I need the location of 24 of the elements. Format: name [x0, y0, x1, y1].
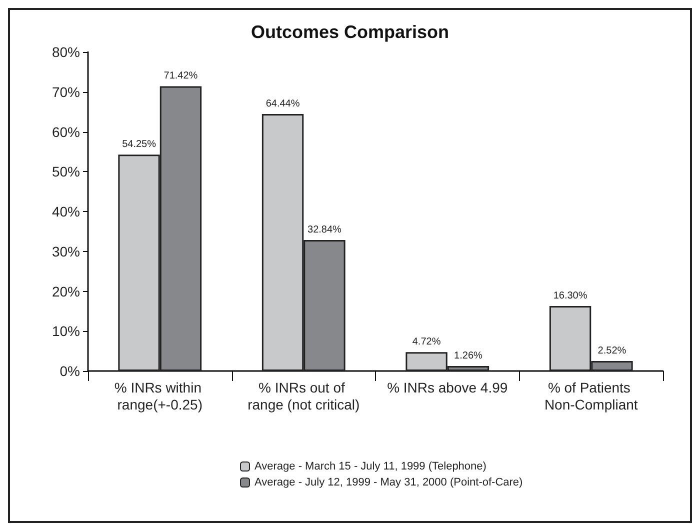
y-tick-label: 0% [60, 363, 80, 379]
legend-label: Average - July 12, 1999 - May 31, 2000 (Point-of-Care) [254, 476, 523, 488]
data-label: 64.44% [266, 98, 300, 110]
data-label: 2.52% [598, 345, 626, 356]
y-tick-label: 60% [52, 124, 80, 140]
data-label: 54.25% [122, 139, 156, 150]
y-tick-label: 10% [52, 323, 80, 340]
legend-label: Average - March 15 - July 11, 1999 (Telephone) [254, 460, 486, 472]
y-tick-label: 30% [52, 243, 80, 260]
data-label: 4.72% [412, 336, 441, 348]
x-tick-label: % INRs within range(+-0.25) [114, 380, 206, 412]
data-label: 16.30% [553, 290, 588, 302]
y-tick-label: 80% [52, 44, 80, 60]
x-tick-label: % INRs above 4.99 [387, 380, 508, 396]
chart-title: Outcomes Comparison [250, 22, 450, 42]
data-label: 32.84% [308, 224, 342, 236]
x-tick-label: % of Patients Non-Compliant [544, 380, 638, 412]
data-label: 1.26% [454, 350, 482, 362]
x-tick-label: % INRs out of range (not critical) [248, 380, 360, 412]
y-tick-label: 70% [52, 84, 80, 100]
y-tick-label: 40% [52, 204, 80, 220]
y-tick-label: 50% [52, 164, 80, 180]
y-tick-label: 20% [52, 283, 80, 300]
data-label: 71.42% [164, 70, 198, 82]
